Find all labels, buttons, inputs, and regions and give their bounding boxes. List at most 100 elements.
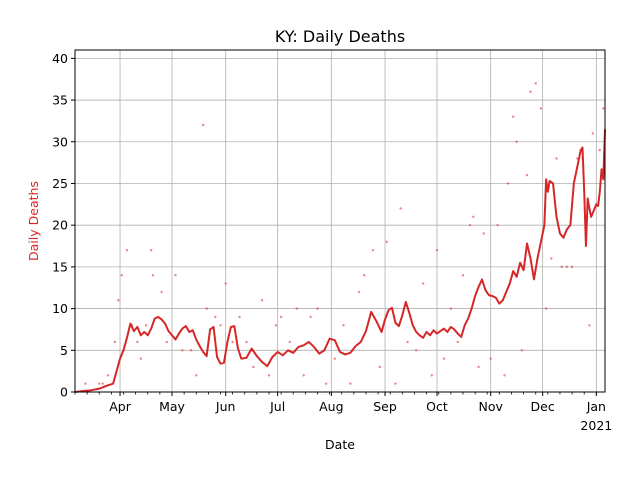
chart-title: KY: Daily Deaths (275, 27, 405, 46)
scatter-point (231, 340, 234, 344)
scatter-point (525, 173, 529, 177)
scatter-point (120, 274, 123, 277)
axes-frame (74, 49, 606, 393)
scatter-point (371, 248, 375, 252)
scatter-point (468, 223, 472, 227)
x-tick-label: Dec (531, 399, 555, 414)
x-tick-year-label: 2021 (580, 418, 612, 433)
scatter-point (214, 315, 217, 319)
scatter-point (349, 382, 352, 385)
scatter-point (555, 157, 558, 160)
x-tick-label: May (159, 399, 185, 414)
scatter-point (117, 299, 120, 302)
x-tick-label: Jun (215, 399, 236, 414)
x-tick-label: Jan (586, 399, 606, 414)
scatter-point (415, 349, 418, 352)
scatter-point (363, 274, 366, 277)
scatter-point (570, 265, 574, 269)
scatter-point (357, 290, 361, 294)
scatter-point (205, 307, 208, 310)
daily-deaths-line (74, 129, 606, 393)
scatter-point (435, 248, 439, 252)
scatter-point (394, 382, 397, 385)
scatter-point (477, 365, 480, 369)
axis-ticks: 0 5 10 15 20 25 30 35 40 Apr May Jun Jul Aug Sep Oct Nov… (52, 51, 612, 433)
scatter-point (591, 132, 595, 135)
scatter-point (406, 340, 409, 344)
scatter-point (274, 324, 278, 327)
scatter-point (598, 148, 602, 152)
scatter-point (260, 299, 264, 302)
x-axis-label: Date (325, 437, 355, 452)
x-tick-label: Nov (478, 399, 503, 414)
scatter-point (295, 307, 298, 310)
scatter-point (302, 374, 305, 377)
scatter-point (588, 324, 591, 327)
scatter-point (144, 324, 148, 327)
scatter-point (544, 307, 548, 310)
scatter-point (430, 374, 433, 377)
scatter-point (101, 382, 104, 385)
scatter-point (288, 340, 291, 344)
scatter-point (106, 374, 110, 377)
scatter-point (550, 257, 553, 260)
scatter-point (165, 340, 168, 344)
scatter-point (534, 82, 537, 85)
scatter-point (279, 315, 283, 319)
scatter-point (385, 240, 388, 244)
scatter-point (472, 215, 475, 219)
scatter-point (201, 123, 205, 127)
y-tick-label: 15 (52, 259, 68, 274)
daily-deaths-scatter (84, 82, 605, 385)
scatter-point (442, 357, 446, 360)
scatter-point (238, 315, 241, 319)
scatter-point (195, 374, 198, 377)
x-tick-label: Sep (373, 399, 397, 414)
scatter-point (174, 274, 177, 277)
scatter-point (113, 340, 117, 344)
scatter-point (333, 357, 337, 360)
scatter-point (496, 223, 499, 227)
scatter-point (309, 315, 312, 319)
y-tick-label: 40 (52, 51, 68, 66)
scatter-point (602, 107, 605, 110)
scatter-point (560, 265, 563, 269)
scatter-point (506, 182, 510, 185)
scatter-point (98, 382, 101, 385)
grid-lines (75, 50, 605, 393)
y-tick-label: 0 (60, 385, 68, 400)
y-axis-label: Daily Deaths (26, 181, 41, 261)
scatter-point (489, 357, 492, 360)
scatter-point (136, 340, 139, 344)
scatter-point (512, 115, 515, 118)
scatter-point (160, 290, 163, 294)
scatter-point (503, 374, 506, 377)
scatter-point (151, 274, 155, 277)
y-tick-label: 30 (52, 134, 68, 149)
scatter-point (125, 248, 129, 252)
scatter-point (520, 349, 524, 352)
scatter-point (515, 140, 518, 143)
scatter-point (252, 365, 255, 369)
scatter-point (150, 248, 153, 252)
scatter-point (456, 340, 459, 344)
scatter-point (139, 357, 143, 360)
y-tick-label: 10 (52, 301, 68, 316)
scatter-point (189, 349, 193, 352)
y-tick-label: 5 (60, 343, 68, 358)
x-tick-label: Oct (426, 399, 448, 414)
scatter-point (219, 324, 222, 327)
x-tick-label: Apr (109, 399, 131, 414)
scatter-point (245, 340, 248, 344)
scatter-point (565, 265, 569, 269)
scatter-point (421, 282, 425, 285)
scatter-point (482, 232, 485, 235)
scatter-point (267, 374, 271, 377)
y-tick-label: 25 (52, 176, 68, 191)
scatter-point (539, 107, 543, 110)
scatter-point (316, 307, 319, 310)
scatter-point (449, 307, 453, 310)
scatter-point (84, 382, 87, 385)
y-tick-label: 20 (52, 218, 68, 233)
